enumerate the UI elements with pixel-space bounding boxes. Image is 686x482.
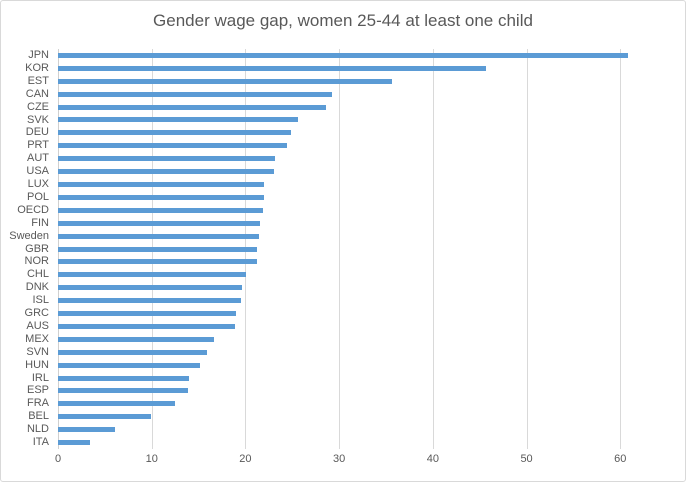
y-axis-category-label: AUS (26, 319, 49, 332)
y-axis-category-label: OECD (17, 203, 49, 216)
y-axis-category-label: CHL (26, 268, 49, 281)
y-axis-category-label: GRC (24, 307, 49, 320)
y-axis-category-label: FIN (31, 216, 49, 229)
y-axis-category-label: CZE (27, 100, 49, 113)
y-axis-category-label: CAN (25, 87, 49, 100)
x-axis-tick-label: 40 (426, 453, 439, 465)
bar (58, 194, 265, 200)
bar (58, 169, 274, 175)
bar (58, 285, 242, 291)
y-axis-category-label: NLD (26, 423, 49, 436)
bar (58, 117, 298, 123)
y-axis-category-label: ITA (32, 436, 49, 449)
bar (58, 414, 151, 420)
bar (58, 207, 264, 213)
gridline (526, 49, 528, 449)
gridline (432, 49, 434, 449)
y-axis-category-label: BEL (28, 410, 49, 423)
bar (58, 104, 327, 110)
gridline (620, 49, 622, 449)
y-axis-category-label: EST (27, 74, 49, 87)
bar (58, 427, 116, 433)
y-axis-category-label: JPN (28, 49, 49, 61)
y-axis-category-label: AUT (27, 152, 49, 165)
y-axis-category-label: DNK (25, 281, 49, 294)
x-axis-tick-label: 60 (614, 453, 627, 465)
bar (58, 388, 189, 394)
y-axis-category-label: PRT (27, 139, 49, 152)
bar (58, 130, 292, 136)
x-axis-tick-label: 20 (239, 453, 252, 465)
y-axis-category-label: DEU (25, 126, 49, 139)
bar (58, 323, 236, 329)
bar (58, 233, 259, 239)
bar (58, 259, 257, 265)
x-axis-tick-label: 0 (54, 453, 62, 465)
bar (58, 65, 487, 71)
bar (58, 78, 392, 84)
bar (58, 362, 201, 368)
bar (58, 181, 265, 187)
bar (58, 143, 287, 149)
gridline (339, 49, 341, 449)
bar (58, 311, 237, 317)
y-axis-category-label: FRA (27, 397, 49, 410)
y-axis-category-label: NOR (24, 255, 49, 268)
y-axis-category-label: MEX (25, 332, 49, 345)
bar (58, 156, 276, 162)
bar (58, 336, 214, 342)
y-axis-category-label: GBR (25, 242, 49, 255)
y-axis-category-label: SVN (26, 345, 49, 358)
y-axis-category-label: KOR (25, 61, 49, 74)
bar (58, 246, 257, 252)
y-axis-category-label: USA (26, 165, 49, 178)
y-axis-category-label: LUX (27, 178, 49, 191)
chart-title: Gender wage gap, women 25-44 at least on… (153, 11, 533, 30)
y-axis-category-label: ESP (26, 384, 49, 397)
y-axis-category-label: ISL (32, 294, 49, 307)
bar (58, 349, 207, 355)
x-axis-tick-label: 10 (145, 453, 158, 465)
y-axis: JPN KOR EST CAN CZE SVK DEU PRT AUT USA LUX POL OECD… (1, 49, 53, 449)
bar (58, 91, 332, 97)
bar (58, 401, 176, 407)
y-axis-category-label: IRL (31, 371, 49, 384)
x-axis-tick-label: 30 (333, 453, 346, 465)
plot-area (58, 49, 684, 449)
bar (58, 298, 241, 304)
y-axis-category-label: Sweden (9, 229, 49, 242)
y-axis-category-label: SVK (26, 113, 49, 126)
y-axis-category-label: HUN (25, 358, 49, 371)
bar (58, 272, 247, 278)
x-axis: 0 10 20 30 40 50 60 (1, 453, 685, 469)
y-axis-category-label: POL (26, 190, 49, 203)
bar (58, 440, 90, 446)
x-axis-tick-label: 50 (520, 453, 533, 465)
bar (58, 220, 261, 226)
bar (58, 375, 190, 381)
bar (58, 52, 628, 58)
